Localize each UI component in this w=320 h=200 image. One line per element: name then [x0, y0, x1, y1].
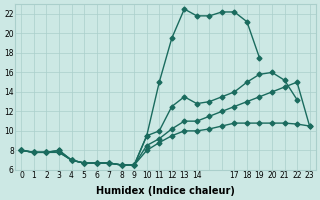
X-axis label: Humidex (Indice chaleur): Humidex (Indice chaleur) [96, 186, 235, 196]
